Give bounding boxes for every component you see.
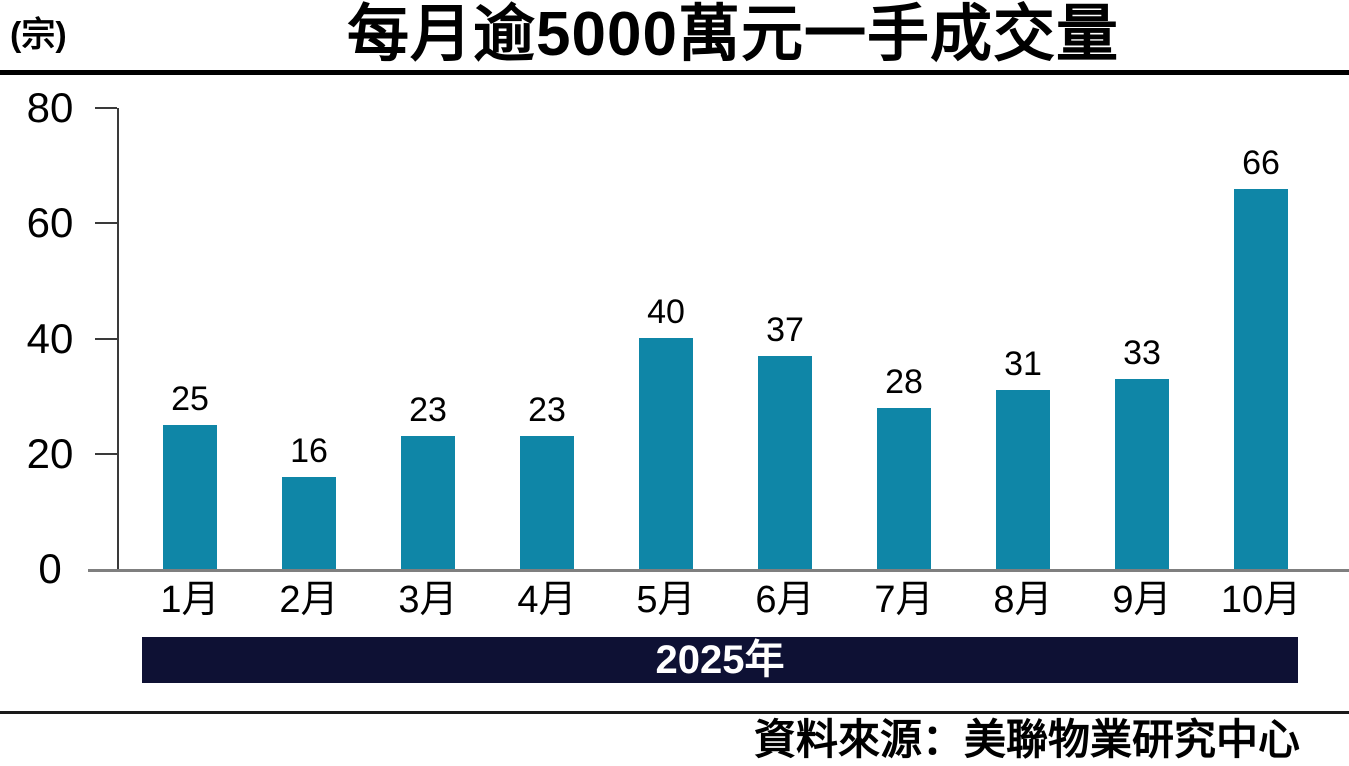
y-tick-mark	[95, 337, 117, 340]
source-attribution: 資料來源：美聯物業研究中心	[753, 716, 1300, 763]
y-tick-mark	[95, 222, 117, 225]
bar-9月	[1115, 379, 1169, 569]
bar-value-label: 25	[171, 380, 209, 418]
x-tick-label: 6月	[755, 579, 815, 621]
bar-6月	[758, 356, 812, 569]
bar-value-label: 37	[766, 311, 804, 349]
y-tick-mark	[95, 107, 117, 109]
x-tick-label: 5月	[636, 579, 696, 621]
bar-value-label: 33	[1123, 334, 1161, 372]
y-tick-label: 60	[26, 199, 74, 247]
bar-1月	[163, 425, 217, 569]
x-tick-label: 3月	[398, 579, 458, 621]
y-tick-label: 20	[26, 429, 74, 477]
x-tick-label: 8月	[993, 579, 1053, 621]
bar-8月	[996, 390, 1050, 569]
y-axis-line	[117, 108, 119, 569]
bar-value-label: 31	[1004, 345, 1042, 383]
x-tick-label: 10月	[1220, 579, 1302, 621]
bar-4月	[520, 436, 574, 569]
y-axis-unit-label: (宗)	[10, 16, 67, 54]
bar-value-label: 40	[647, 293, 685, 331]
x-tick-label: 4月	[517, 579, 577, 621]
bar-value-label: 16	[290, 432, 328, 470]
y-tick-label: 40	[26, 314, 74, 362]
bar-value-label: 66	[1242, 144, 1280, 182]
bar-7月	[877, 408, 931, 569]
bar-5月	[639, 338, 693, 569]
bar-value-label: 23	[528, 391, 566, 429]
year-banner: 2025年	[142, 637, 1298, 683]
bar-value-label: 23	[409, 391, 447, 429]
x-axis-baseline	[88, 569, 1349, 572]
bar-3月	[401, 436, 455, 569]
chart-title: 每月逾5000萬元一手成交量	[347, 0, 1119, 69]
footer-separator-rule	[0, 711, 1349, 714]
x-tick-label: 1月	[160, 579, 220, 621]
y-tick-label: 80	[26, 84, 74, 131]
x-tick-label: 9月	[1112, 579, 1172, 621]
x-tick-label: 7月	[874, 579, 934, 621]
bar-2月	[282, 477, 336, 569]
x-tick-label: 2月	[279, 579, 339, 621]
bar-value-label: 28	[885, 363, 923, 401]
title-underline-rule	[0, 70, 1349, 75]
y-tick-mark	[95, 452, 117, 455]
y-tick-label: 0	[38, 545, 62, 592]
bar-10月	[1234, 189, 1288, 569]
